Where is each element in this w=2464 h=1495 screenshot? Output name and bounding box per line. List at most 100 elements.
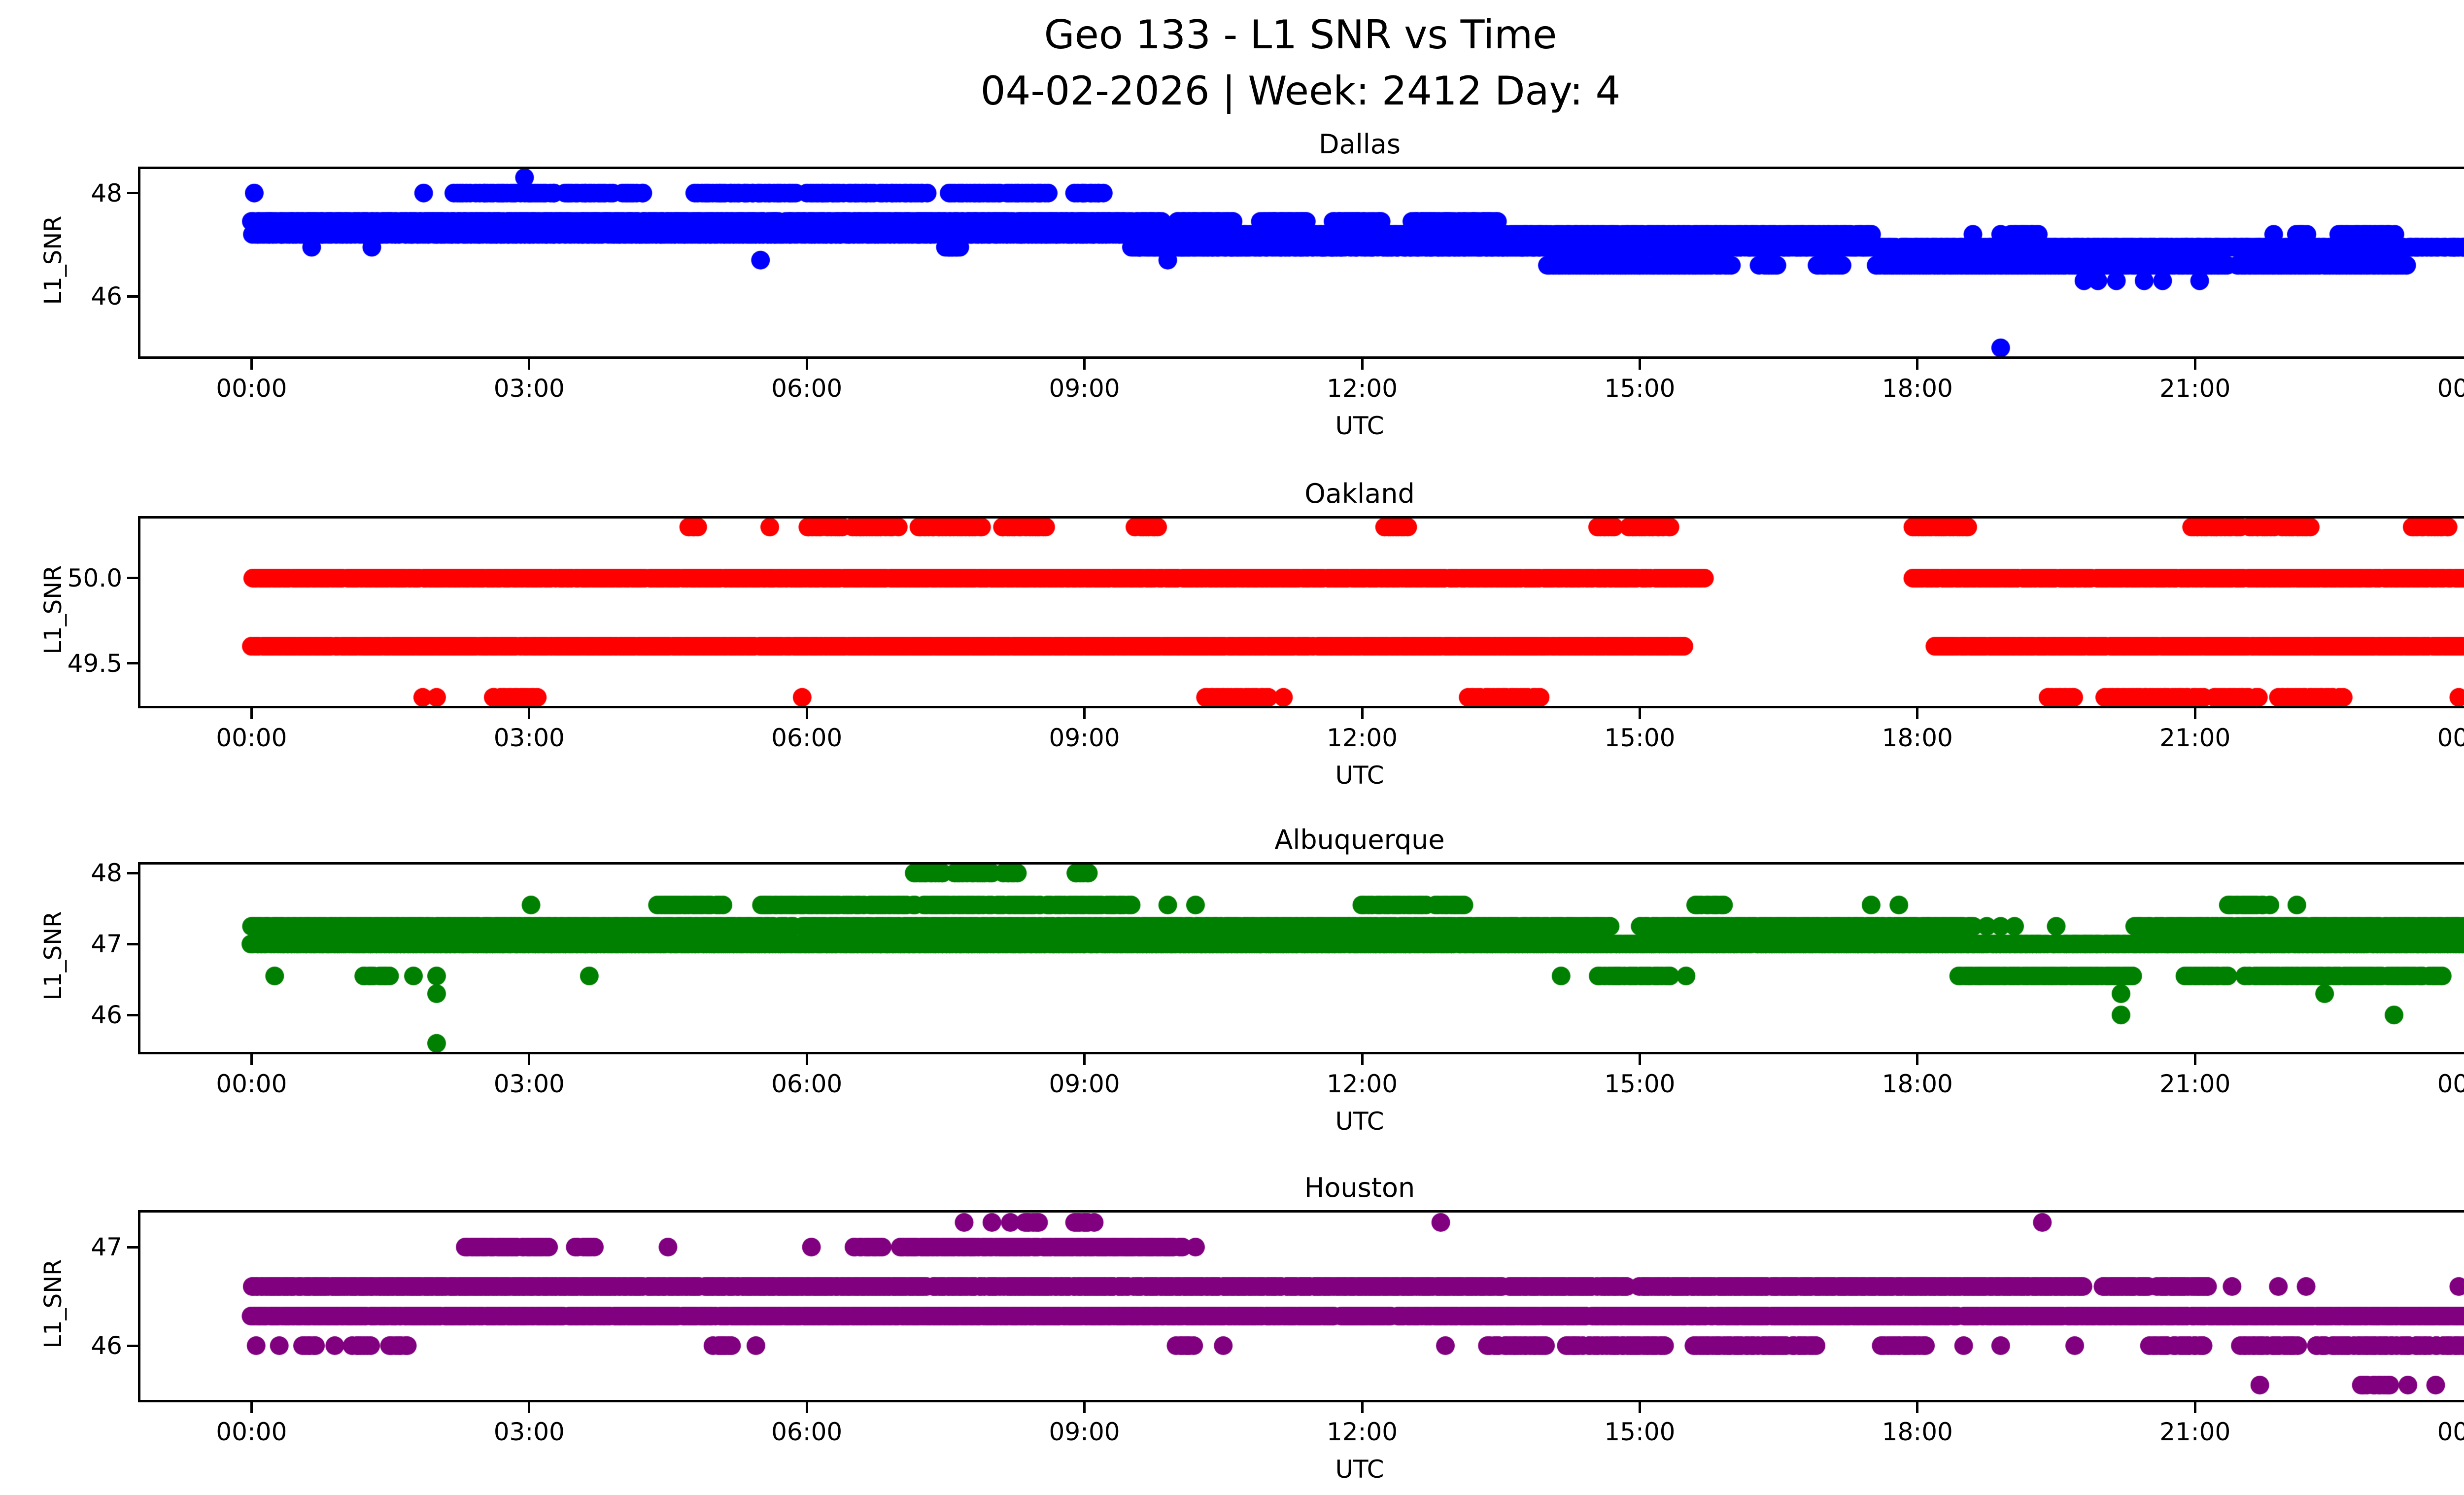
y-tick-label: 48 bbox=[91, 859, 122, 888]
x-tick-label: 00:00 bbox=[2437, 724, 2464, 752]
x-tick-label: 00:00 bbox=[216, 1418, 287, 1446]
x-tick-label: 18:00 bbox=[1882, 374, 1953, 403]
x-tick-mark bbox=[805, 1402, 808, 1413]
x-tick-mark bbox=[250, 1054, 253, 1065]
x-tick-mark bbox=[2193, 708, 2196, 719]
x-tick-mark bbox=[2193, 1402, 2196, 1413]
x-tick-label: 15:00 bbox=[1604, 724, 1676, 752]
x-tick-mark bbox=[1916, 359, 1919, 370]
x-tick-mark bbox=[250, 708, 253, 719]
x-tick-mark bbox=[1638, 708, 1641, 719]
y-tick-label: 49.5 bbox=[67, 649, 122, 678]
x-tick-mark bbox=[528, 1402, 531, 1413]
x-tick-label: 18:00 bbox=[1882, 1418, 1953, 1446]
figure-title-line1: Geo 133 - L1 SNR vs Time bbox=[1044, 12, 1557, 58]
x-tick-label: 21:00 bbox=[2159, 374, 2231, 403]
x-tick-label: 15:00 bbox=[1604, 374, 1676, 403]
x-tick-label: 00:00 bbox=[216, 1070, 287, 1098]
x-tick-mark bbox=[528, 708, 531, 719]
axes-houston: 00:00 03:00 06:00 09:00 12:00 15:00 18:00 21:00… bbox=[91, 1210, 2464, 1446]
y-tick-label: 47 bbox=[91, 930, 122, 959]
x-tick-label: 00:00 bbox=[216, 724, 287, 752]
subplot-title-oakland: Oakland bbox=[1304, 478, 1415, 509]
x-tick-mark bbox=[528, 1054, 531, 1065]
x-tick-mark bbox=[1361, 1402, 1364, 1413]
x-tick-label: 21:00 bbox=[2159, 1418, 2231, 1446]
x-tick-label: 21:00 bbox=[2159, 1070, 2231, 1098]
x-tick-label: 03:00 bbox=[493, 374, 565, 403]
subplot-title-houston: Houston bbox=[1304, 1172, 1415, 1203]
scatter-canvas-houston bbox=[140, 1213, 2464, 1400]
y-tick-label: 47 bbox=[91, 1233, 122, 1261]
subplot-title-dallas: Dallas bbox=[1319, 129, 1401, 160]
x-tick-mark bbox=[1638, 1054, 1641, 1065]
y-tick-mark bbox=[127, 1344, 138, 1347]
x-tick-label: 06:00 bbox=[771, 1418, 843, 1446]
x-tick-mark bbox=[250, 359, 253, 370]
scatter-canvas-albuquerque bbox=[140, 865, 2464, 1052]
x-tick-label: 12:00 bbox=[1326, 374, 1398, 403]
x-tick-label: 21:00 bbox=[2159, 724, 2231, 752]
x-tick-label: 09:00 bbox=[1049, 374, 1120, 403]
x-axis-label: UTC bbox=[1335, 1455, 1384, 1484]
x-tick-mark bbox=[1361, 708, 1364, 719]
x-tick-mark bbox=[805, 359, 808, 370]
y-tick-mark bbox=[127, 1013, 138, 1016]
x-tick-mark bbox=[1916, 1054, 1919, 1065]
y-tick-mark bbox=[127, 1246, 138, 1249]
x-tick-label: 09:00 bbox=[1049, 1070, 1120, 1098]
x-tick-mark bbox=[1916, 1402, 1919, 1413]
y-tick-mark bbox=[127, 871, 138, 874]
y-tick-label: 46 bbox=[91, 282, 122, 311]
x-tick-label: 00:00 bbox=[2437, 1070, 2464, 1098]
scatter-canvas-dallas bbox=[140, 169, 2464, 356]
x-tick-label: 06:00 bbox=[771, 374, 843, 403]
x-tick-label: 06:00 bbox=[771, 1070, 843, 1098]
y-tick-mark bbox=[127, 577, 138, 580]
y-tick-label: 46 bbox=[91, 1331, 122, 1360]
x-tick-label: 15:00 bbox=[1604, 1070, 1676, 1098]
x-tick-label: 18:00 bbox=[1882, 724, 1953, 752]
x-tick-mark bbox=[1083, 359, 1086, 370]
x-tick-label: 03:00 bbox=[493, 724, 565, 752]
x-tick-label: 06:00 bbox=[771, 724, 843, 752]
x-tick-mark bbox=[1638, 1402, 1641, 1413]
x-tick-mark bbox=[2193, 359, 2196, 370]
y-tick-mark bbox=[127, 942, 138, 945]
x-tick-mark bbox=[1083, 1054, 1086, 1065]
x-tick-label: 00:00 bbox=[216, 374, 287, 403]
figure-title-line2: 04-02-2026 | Week: 2412 Day: 4 bbox=[980, 68, 1621, 114]
axes-oakland: 00:00 03:00 06:00 09:00 12:00 15:00 18:00 21:00… bbox=[68, 516, 2464, 752]
x-tick-mark bbox=[805, 708, 808, 719]
x-tick-mark bbox=[1638, 359, 1641, 370]
x-tick-mark bbox=[528, 359, 531, 370]
x-axis-label: UTC bbox=[1335, 761, 1384, 790]
x-tick-label: 12:00 bbox=[1326, 1070, 1398, 1098]
x-tick-mark bbox=[1083, 1402, 1086, 1413]
x-axis-label: UTC bbox=[1335, 1107, 1384, 1136]
x-tick-mark bbox=[1361, 1054, 1364, 1065]
y-tick-label: 50.0 bbox=[67, 563, 122, 592]
x-tick-mark bbox=[805, 1054, 808, 1065]
x-tick-label: 00:00 bbox=[2437, 374, 2464, 403]
x-tick-label: 12:00 bbox=[1326, 1418, 1398, 1446]
x-tick-label: 18:00 bbox=[1882, 1070, 1953, 1098]
x-tick-mark bbox=[2193, 1054, 2196, 1065]
x-tick-label: 12:00 bbox=[1326, 724, 1398, 752]
x-tick-label: 09:00 bbox=[1049, 1418, 1120, 1446]
axes-albuquerque: 00:00 03:00 06:00 09:00 12:00 15:00 18:00 21:00… bbox=[91, 859, 2464, 1098]
subplot-title-albuquerque: Albuquerque bbox=[1274, 824, 1445, 855]
x-tick-label: 00:00 bbox=[2437, 1418, 2464, 1446]
x-tick-label: 03:00 bbox=[493, 1070, 565, 1098]
y-tick-mark bbox=[127, 192, 138, 195]
y-tick-mark bbox=[127, 295, 138, 298]
x-axis-label: UTC bbox=[1335, 412, 1384, 440]
x-tick-mark bbox=[1916, 708, 1919, 719]
scatter-canvas-oakland bbox=[140, 519, 2464, 706]
x-tick-label: 15:00 bbox=[1604, 1418, 1676, 1446]
y-tick-mark bbox=[127, 662, 138, 665]
x-tick-label: 09:00 bbox=[1049, 724, 1120, 752]
axes-dallas: 00:00 03:00 06:00 09:00 12:00 15:00 18:00 21:00… bbox=[91, 167, 2464, 403]
x-tick-mark bbox=[1361, 359, 1364, 370]
y-tick-label: 46 bbox=[91, 1001, 122, 1030]
